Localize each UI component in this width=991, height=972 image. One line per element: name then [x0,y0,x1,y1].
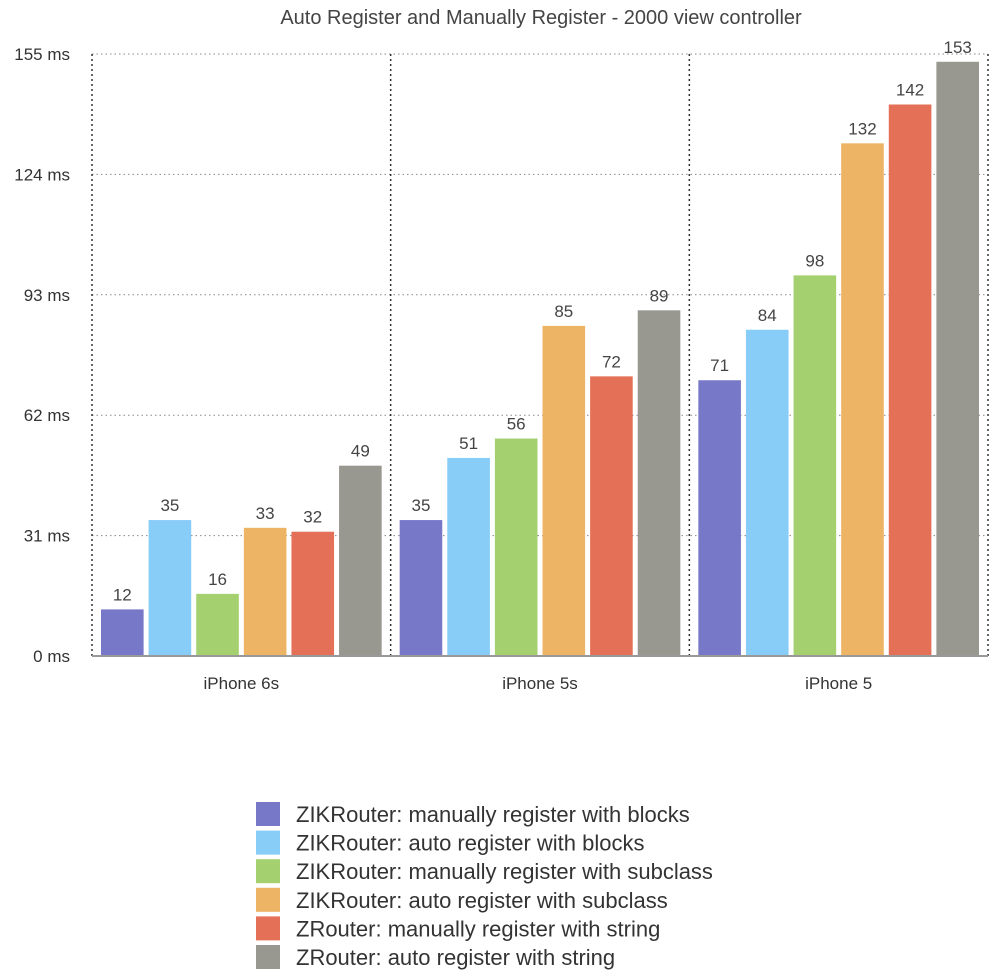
bar-value-label: 35 [160,496,179,515]
bar-value-label: 142 [896,80,924,99]
bar-value-label: 32 [303,508,322,527]
bar-value-label: 16 [208,570,227,589]
bar-value-label: 35 [412,496,431,515]
legend-swatch [256,887,280,912]
bar [888,104,932,656]
bar [494,438,538,656]
legend-label: ZIKRouter: manually register with blocks [296,802,690,827]
bar [542,325,586,656]
bar-value-label: 89 [650,286,669,305]
bar-value-label: 85 [554,302,573,321]
bar [148,520,192,656]
bar-value-label: 72 [602,352,621,371]
bar-value-label: 71 [710,356,729,375]
y-tick-label: 93 ms [24,286,70,305]
y-tick-label: 0 ms [33,647,70,666]
bar-value-label: 49 [351,442,370,461]
bar-value-label: 153 [944,38,972,57]
bar [196,593,239,656]
bar-value-label: 33 [256,504,275,523]
bar [637,310,681,656]
bar [745,329,789,656]
y-tick-label: 155 ms [14,45,70,64]
bar-value-label: 12 [113,585,132,604]
legend-swatch [256,945,280,969]
bar [339,465,382,656]
y-tick-label: 31 ms [24,527,70,546]
bar-value-label: 51 [459,434,478,453]
legend-label: ZIKRouter: manually register with subcla… [296,859,713,884]
bar [101,609,144,656]
bar [447,457,490,656]
bar [936,61,979,656]
bars: 12 35 16 33 32 49 35 51 56 85 72 89 71 84 98 132 142 153 [101,38,979,656]
bar-value-label: 132 [848,119,876,138]
legend-label: ZIKRouter: auto register with blocks [296,831,644,856]
bar [590,376,633,656]
bar-value-label: 98 [805,251,824,270]
bar-value-label: 84 [758,306,777,325]
y-tick-label: 62 ms [24,406,70,425]
bar [793,275,837,656]
x-tick-label: iPhone 5 [805,674,872,693]
x-tick-label: iPhone 6s [204,674,280,693]
legend-swatch [256,830,280,855]
bar [399,520,443,656]
legend: ZIKRouter: manually register with blocks… [256,802,713,970]
bar [841,143,884,656]
x-tick-label: iPhone 5s [502,674,578,693]
axes: 0 ms 31 ms 62 ms 93 ms 124 ms 155 ms iPhone 6s… [14,45,988,693]
bar [698,380,741,656]
grid [91,53,989,656]
bar [243,527,287,656]
legend-label: ZRouter: manually register with string [296,916,660,941]
legend-label: ZIKRouter: auto register with subclass [296,888,668,913]
legend-swatch [256,916,280,941]
bar-value-label: 56 [507,415,526,434]
chart-title: Auto Register and Manually Register - 20… [280,7,802,29]
legend-swatch [256,802,280,826]
legend-swatch [256,859,280,884]
bar [291,531,335,656]
y-tick-label: 124 ms [14,165,70,184]
legend-label: ZRouter: auto register with string [296,945,615,970]
